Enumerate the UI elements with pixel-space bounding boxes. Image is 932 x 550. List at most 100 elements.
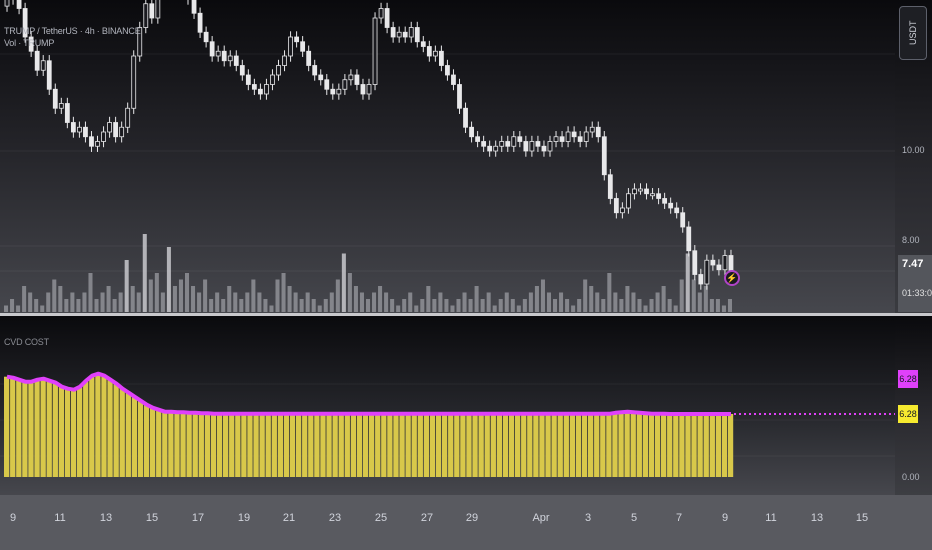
candle-body: [547, 141, 553, 152]
candle-body: [64, 103, 70, 123]
volume-bar: [46, 292, 51, 312]
histogram-bar: [289, 413, 296, 477]
legend-volume[interactable]: Vol · TRUMP: [4, 38, 55, 48]
histogram-bar: [429, 413, 436, 477]
histogram-bar: [551, 413, 557, 477]
histogram-bar: [533, 413, 539, 477]
histogram-bar: [563, 413, 569, 477]
time-tick: 29: [465, 512, 479, 524]
candle-body: [143, 3, 149, 28]
histogram-bar: [77, 386, 83, 477]
volume-bar: [727, 299, 732, 312]
histogram-bar: [484, 413, 490, 477]
candle-body: [221, 50, 227, 62]
volume-bar: [637, 299, 642, 312]
candle-body: [107, 122, 112, 133]
volume-bar: [347, 273, 352, 312]
volume-bar: [492, 305, 497, 312]
volume-bar: [154, 273, 159, 312]
volume-bar: [239, 299, 244, 312]
volume-bar: [118, 292, 123, 312]
candle-body: [626, 193, 631, 209]
candle-body: [125, 107, 131, 128]
volume-bar: [94, 299, 99, 312]
time-tick: 19: [237, 512, 251, 524]
histogram-bar: [113, 383, 119, 477]
histogram-bar: [697, 414, 703, 477]
time-tick: 3: [584, 512, 592, 524]
histogram-bar: [472, 413, 478, 477]
time-axis[interactable]: [0, 495, 932, 550]
histogram-bar: [350, 413, 357, 477]
candle-body: [209, 41, 215, 57]
volume-bar: [227, 286, 232, 312]
histogram-bar: [143, 404, 150, 477]
histogram-bar: [642, 413, 649, 477]
candle-body: [348, 74, 354, 81]
histogram-bar: [399, 413, 405, 477]
histogram-bar: [606, 413, 612, 477]
candle-body: [607, 174, 613, 199]
volume-bar: [124, 260, 129, 312]
time-tick: 13: [810, 512, 824, 524]
legend-indicator[interactable]: CVD COST: [4, 337, 49, 347]
volume-bar: [281, 273, 286, 312]
candle-body: [52, 88, 58, 109]
volume-bar: [607, 273, 612, 312]
histogram-bar: [174, 412, 180, 477]
volume-bar: [583, 279, 588, 312]
volume-bar: [565, 299, 570, 312]
pane-divider[interactable]: [0, 313, 932, 316]
histogram-bar: [16, 379, 22, 477]
candle-body: [390, 27, 396, 38]
histogram-bar: [4, 376, 10, 477]
histogram-bar: [83, 380, 89, 477]
time-tick: 27: [420, 512, 434, 524]
volume-bar: [721, 305, 726, 312]
volume-bar: [432, 299, 437, 312]
candle-body: [583, 131, 589, 142]
candle-body: [354, 74, 360, 85]
histogram-bar: [89, 375, 95, 477]
candle-body: [215, 50, 221, 57]
price-pane[interactable]: [0, 0, 895, 314]
volume-bar: [178, 279, 183, 312]
histogram-bar: [223, 413, 229, 477]
candle-body: [668, 202, 674, 209]
candle-body: [101, 131, 106, 142]
candle-body: [529, 141, 535, 152]
candle-body: [58, 103, 64, 109]
candle-body: [656, 193, 661, 199]
volume-bar: [697, 292, 702, 312]
histogram-bar: [654, 413, 661, 477]
volume-bar: [160, 292, 165, 312]
volume-bar: [625, 286, 630, 312]
volume-bar: [34, 299, 39, 312]
histogram-bar: [10, 377, 16, 477]
histogram-bar: [210, 413, 217, 477]
candle-body: [227, 55, 233, 62]
volume-bar: [257, 292, 262, 312]
candle-body: [137, 27, 143, 57]
candle-body: [203, 31, 209, 43]
volume-bar: [643, 305, 648, 312]
histogram-bar: [624, 411, 630, 477]
legend-symbol[interactable]: TRUMP / TetherUS · 4h · BINANCE: [4, 26, 141, 36]
currency-button[interactable]: USDT: [899, 6, 927, 60]
candle-body: [432, 50, 438, 57]
candle-body: [445, 65, 450, 76]
candle-body: [662, 198, 668, 204]
histogram-bar: [575, 413, 582, 477]
candle-body: [16, 0, 22, 9]
histogram-bar: [515, 413, 521, 477]
volume-bar: [703, 286, 708, 312]
candle-body: [306, 50, 312, 66]
lightning-icon[interactable]: ⚡: [724, 270, 740, 286]
histogram-bar: [679, 414, 685, 477]
histogram-bar: [490, 413, 496, 477]
candle-body: [324, 79, 330, 90]
histogram-bar: [216, 413, 223, 477]
histogram-bar: [460, 413, 466, 477]
histogram-bar: [204, 413, 211, 477]
